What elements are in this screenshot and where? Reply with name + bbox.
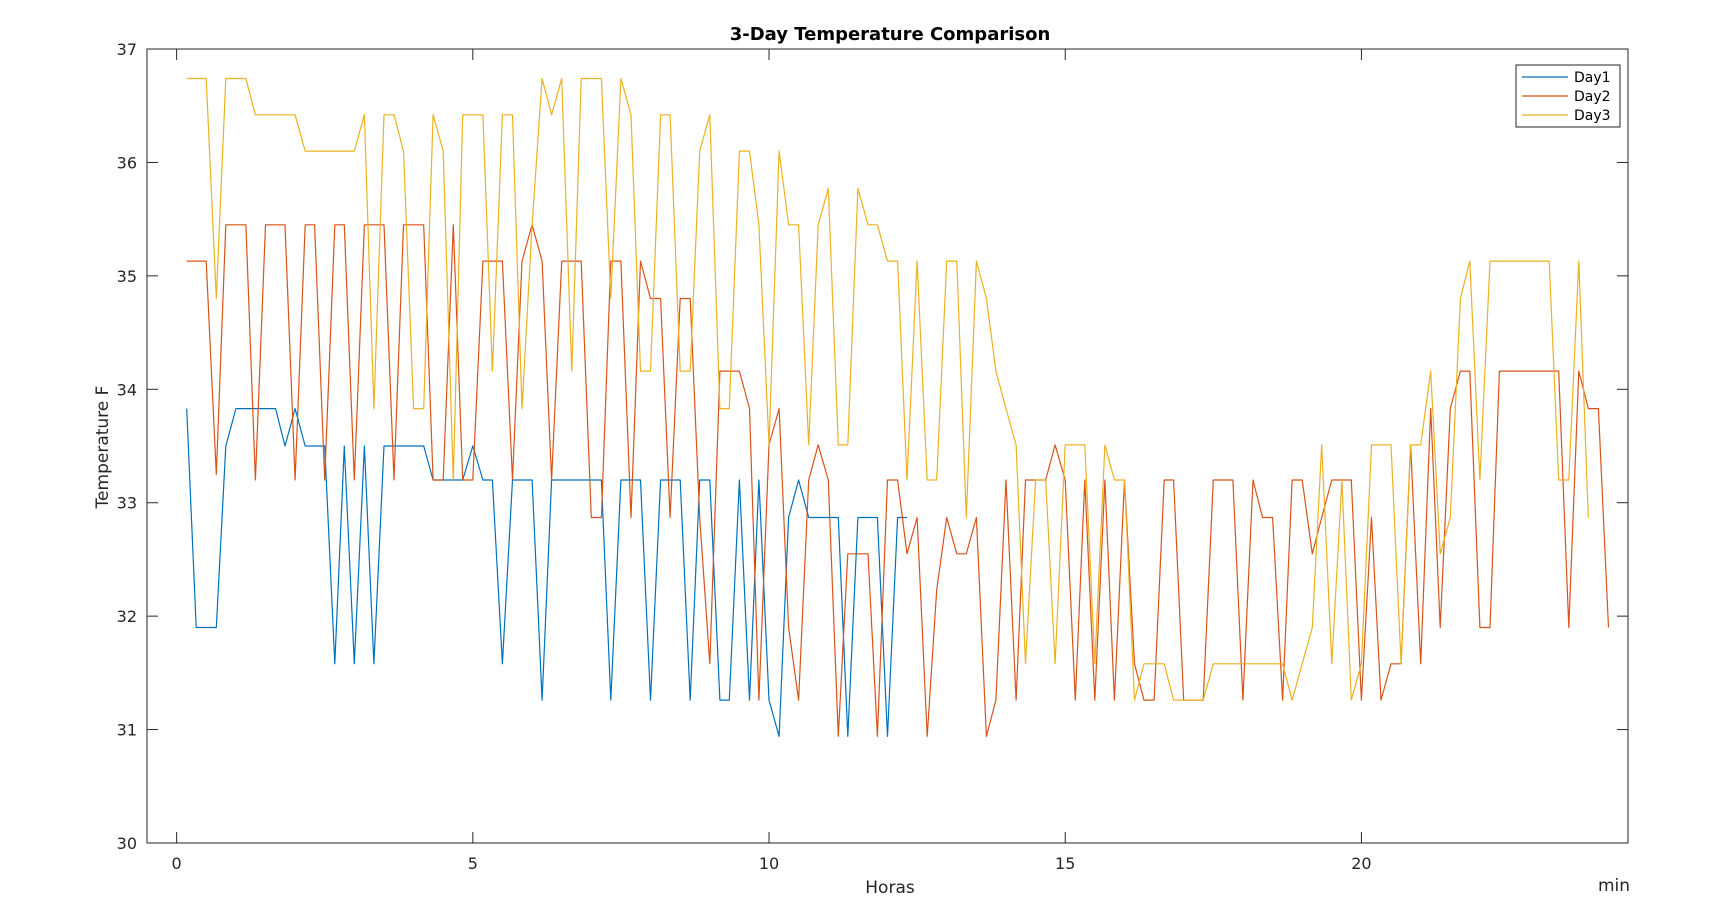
x-tick-label: 0	[172, 854, 182, 873]
series-line-day1	[186, 408, 907, 738]
y-tick-label: 30	[117, 834, 137, 853]
x-tick-label: 5	[468, 854, 478, 873]
legend-label-day2: Day2	[1574, 89, 1611, 105]
series-line-day3	[186, 77, 1589, 701]
axis-ticks: 0 5 10 15 20 30 31 32 33 34 35 36 37	[117, 40, 1628, 873]
legend: Day1 Day2 Day3	[1515, 64, 1621, 128]
legend-label-day3: Day3	[1574, 108, 1611, 124]
y-tick-label: 36	[117, 153, 137, 172]
series-lines	[186, 77, 1610, 738]
y-tick-label: 35	[117, 267, 137, 286]
y-tick-label: 32	[117, 607, 137, 626]
x-axis-label: Horas	[865, 878, 915, 898]
y-axis-label: Temperature F	[93, 386, 113, 510]
y-tick-label: 31	[117, 721, 137, 740]
legend-label-day1: Day1	[1574, 70, 1611, 86]
series-line-day2	[186, 224, 1610, 738]
x-tick-label: 10	[759, 854, 779, 873]
x-tick-label: 20	[1351, 854, 1371, 873]
x-axis-unit-label: min	[1598, 876, 1630, 896]
y-tick-label: 34	[117, 380, 137, 399]
chart-title: 3-Day Temperature Comparison	[730, 24, 1051, 45]
axes-box	[146, 48, 1629, 844]
y-tick-label: 33	[117, 494, 137, 513]
y-tick-label: 37	[117, 40, 137, 59]
x-tick-label: 15	[1055, 854, 1075, 873]
